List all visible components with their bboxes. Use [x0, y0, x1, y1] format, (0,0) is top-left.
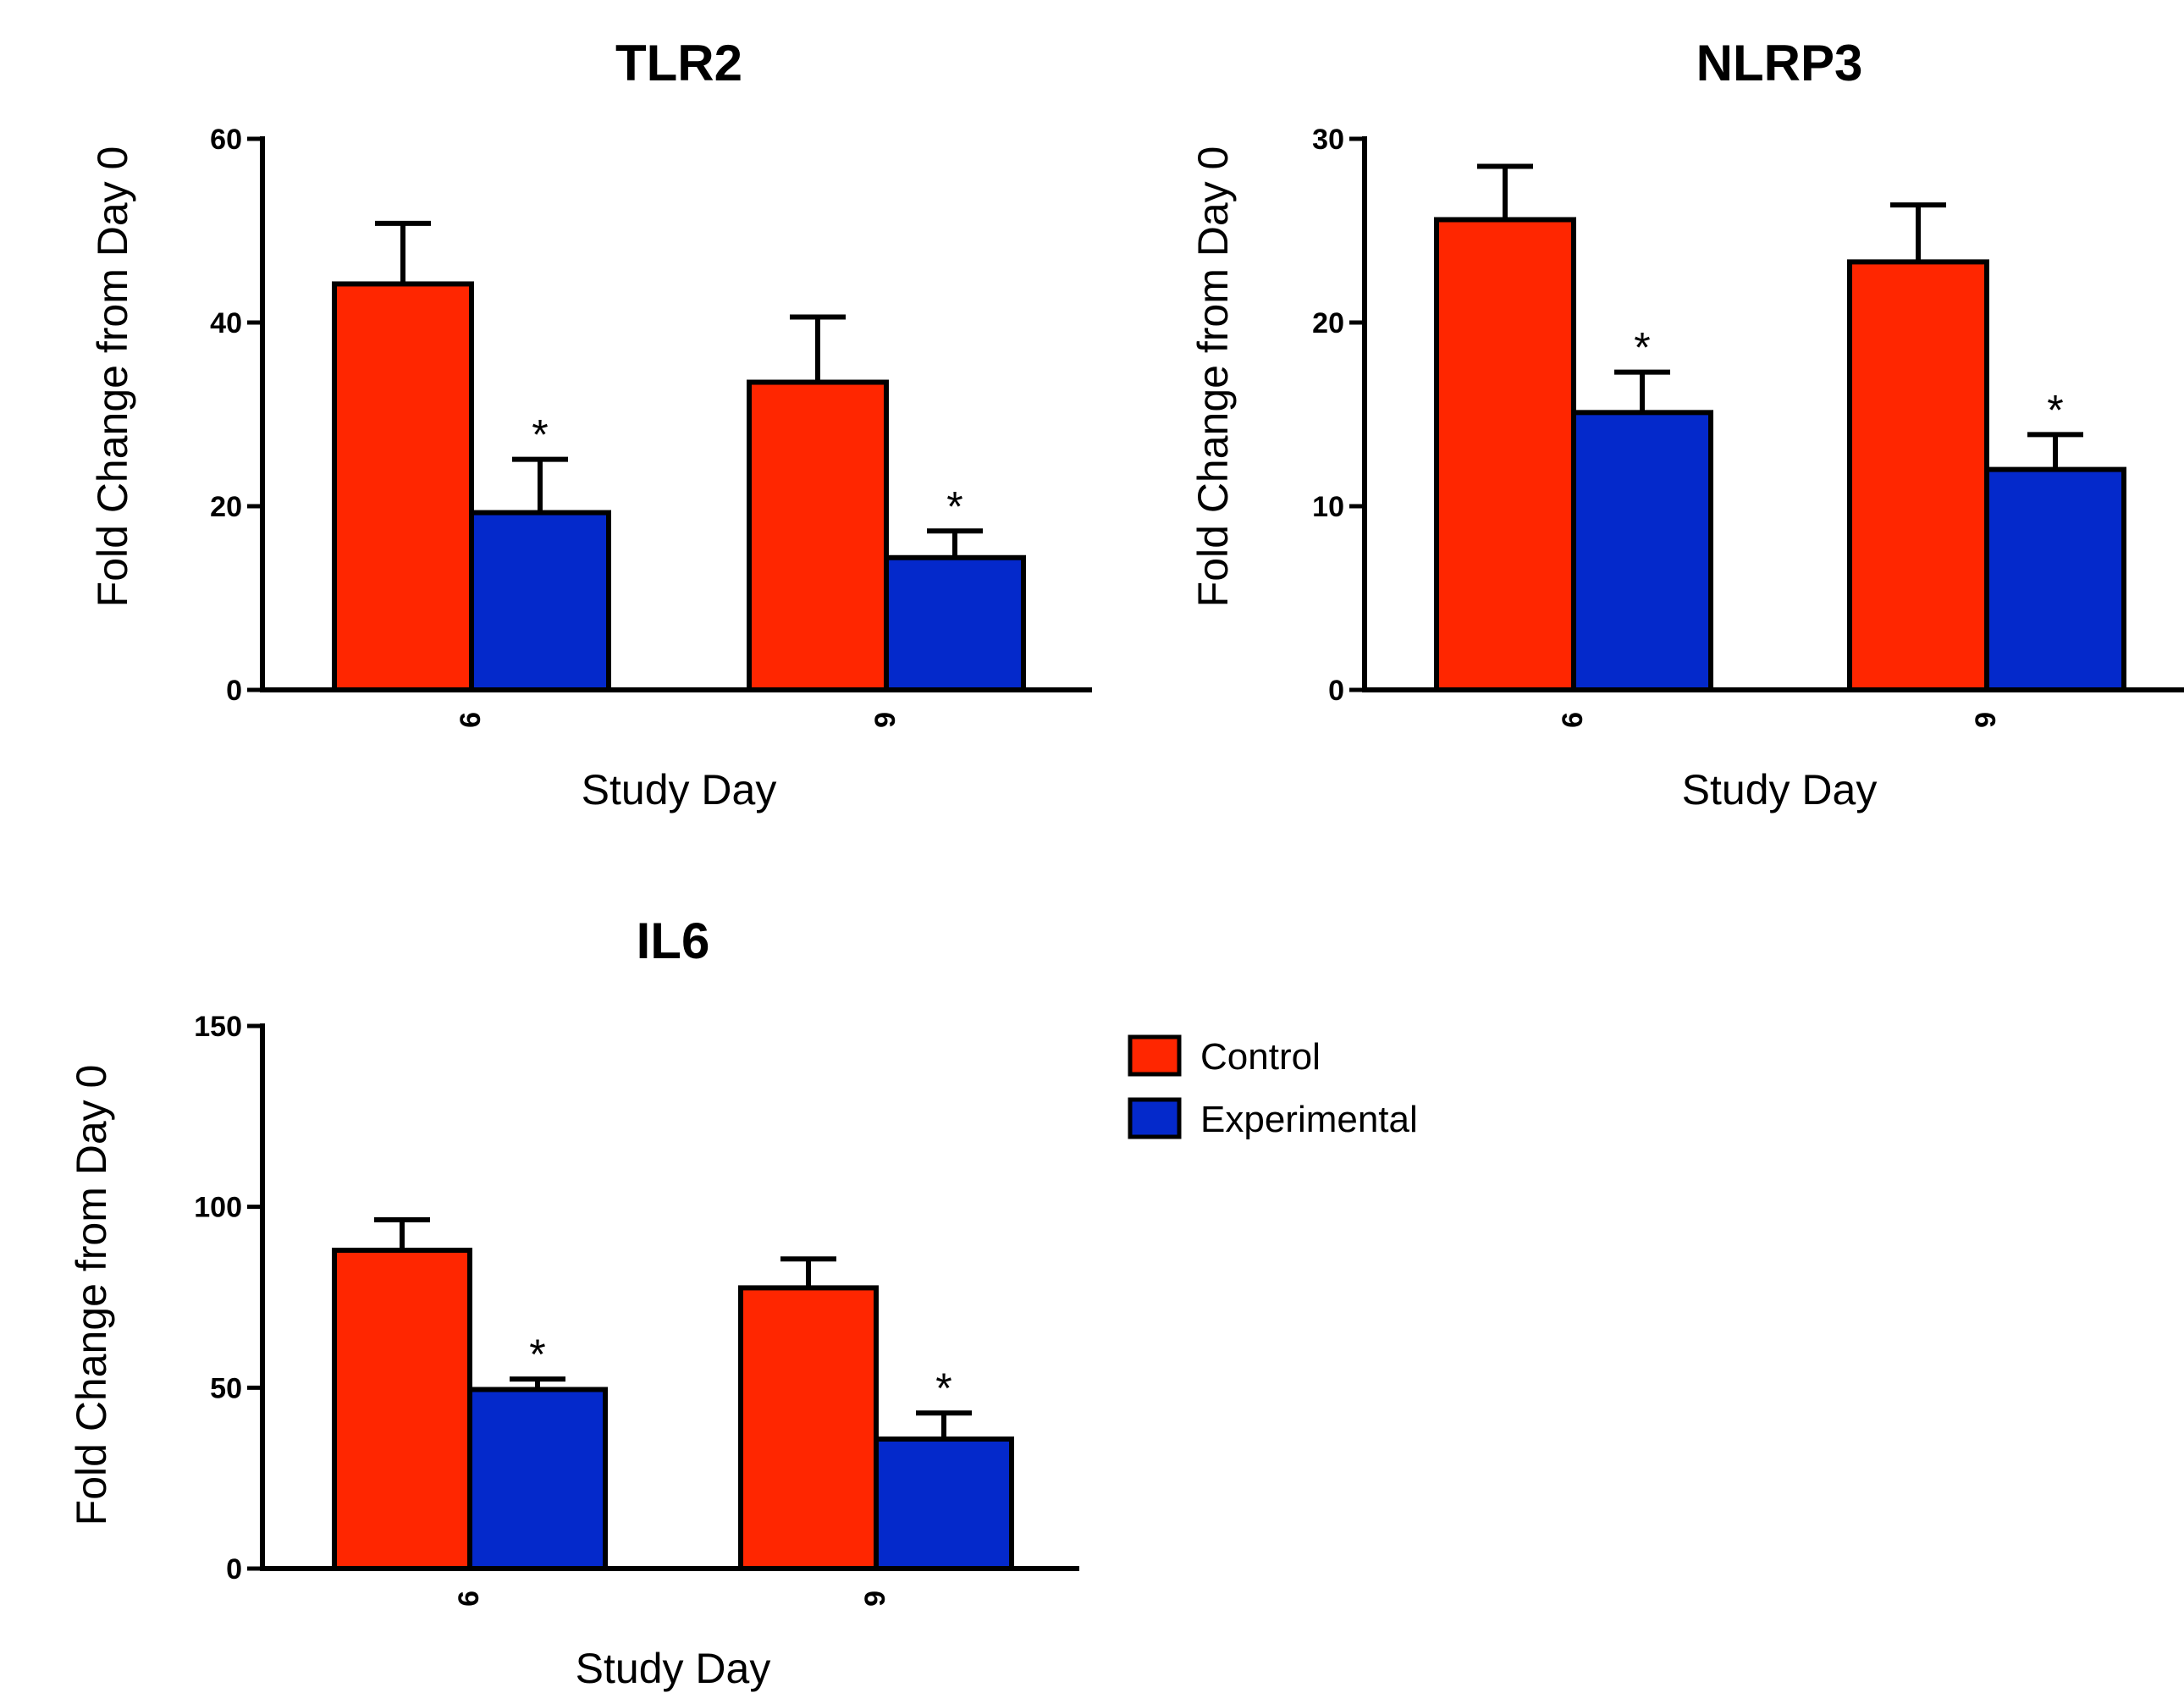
- x-tick-label: 9: [1970, 712, 2002, 728]
- plot-area: * 6 * 9 0 20 40 60: [210, 124, 1092, 728]
- bar: [469, 510, 611, 692]
- x-tick-label: 9: [869, 712, 902, 728]
- significance-marker: *: [2047, 386, 2063, 433]
- y-tick-label: 10: [1312, 491, 1344, 523]
- chart-panel-il6: IL6 Fold Change from Day 0 Study Day *6*…: [68, 913, 1079, 1692]
- bar: [874, 1437, 1014, 1571]
- y-tick-label: 100: [194, 1192, 242, 1224]
- x-tick-label: 6: [1557, 712, 1589, 728]
- bar: [884, 554, 1026, 693]
- y-axis-label: Fold Change from Day 0: [68, 1065, 115, 1526]
- x-tick-label: 6: [455, 712, 487, 728]
- chart-panel-tlr2: TLR2 Fold Change from Day 0 Study Day * 6…: [89, 35, 1092, 813]
- y-tick-label: 0: [226, 1553, 242, 1585]
- bar: [1571, 410, 1713, 692]
- legend-label-experimental: Experimental: [1200, 1099, 1418, 1140]
- y-axis-label: Fold Change from Day 0: [1189, 146, 1237, 608]
- legend-swatch-control: [1128, 1034, 1182, 1077]
- bar: [332, 281, 474, 692]
- significance-marker: *: [532, 411, 548, 459]
- y-axis-label: Fold Change from Day 0: [89, 146, 136, 608]
- x-axis-label: Study Day: [1682, 766, 1878, 813]
- x-tick-label: 9: [859, 1591, 891, 1607]
- legend-label-control: Control: [1200, 1036, 1321, 1078]
- x-axis-label: Study Day: [576, 1645, 771, 1692]
- y-tick-label: 40: [210, 307, 242, 339]
- y-tick-label: 0: [226, 675, 242, 707]
- bar: [467, 1387, 608, 1571]
- chart-title: NLRP3: [1696, 35, 1863, 91]
- y-tick-label: 20: [1312, 307, 1344, 339]
- significance-marker: *: [529, 1331, 545, 1378]
- legend: Control Experimental: [1128, 1034, 1418, 1140]
- plot-area: * 6 * 9 0 10 20 30: [1312, 124, 2184, 728]
- plot-area: * 6 * 9 0 50 100 150: [194, 1011, 1079, 1607]
- y-tick-label: 30: [1312, 124, 1344, 156]
- chart-title: IL6: [637, 913, 710, 969]
- legend-swatch-experimental: [1128, 1097, 1182, 1139]
- bar: [1434, 217, 1576, 693]
- y-tick-label: 20: [210, 491, 242, 523]
- x-axis-label: Study Day: [582, 766, 777, 813]
- significance-marker: *: [946, 483, 962, 530]
- bar: [738, 1285, 879, 1571]
- bar: [747, 379, 889, 692]
- x-tick-label: 6: [453, 1591, 485, 1607]
- significance-marker: *: [935, 1365, 951, 1412]
- y-tick-label: 50: [210, 1372, 242, 1404]
- y-tick-label: 0: [1328, 675, 1344, 707]
- chart-title: TLR2: [615, 35, 742, 91]
- significance-marker: *: [1634, 324, 1650, 372]
- bar: [1984, 466, 2126, 692]
- bar: [1847, 259, 1989, 692]
- bar: [332, 1247, 472, 1571]
- y-tick-label: 150: [194, 1011, 242, 1043]
- y-tick-label: 60: [210, 124, 242, 156]
- chart-panel-nlrp3: NLRP3 Fold Change from Day 0 Study Day *…: [1189, 35, 2184, 813]
